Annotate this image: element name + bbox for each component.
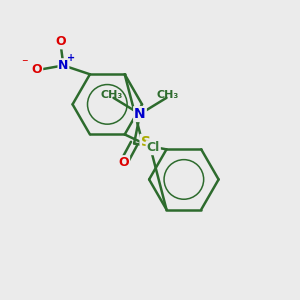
Text: N: N (134, 107, 146, 121)
Text: O: O (118, 156, 129, 169)
Text: O: O (55, 35, 66, 48)
Text: CH₃: CH₃ (101, 90, 123, 100)
Text: ⁻: ⁻ (21, 58, 28, 70)
Text: CH₃: CH₃ (157, 90, 179, 100)
Text: Cl: Cl (147, 141, 160, 154)
Text: S: S (141, 135, 151, 149)
Text: +: + (67, 53, 75, 63)
Text: N: N (58, 59, 69, 72)
Text: O: O (32, 63, 42, 76)
